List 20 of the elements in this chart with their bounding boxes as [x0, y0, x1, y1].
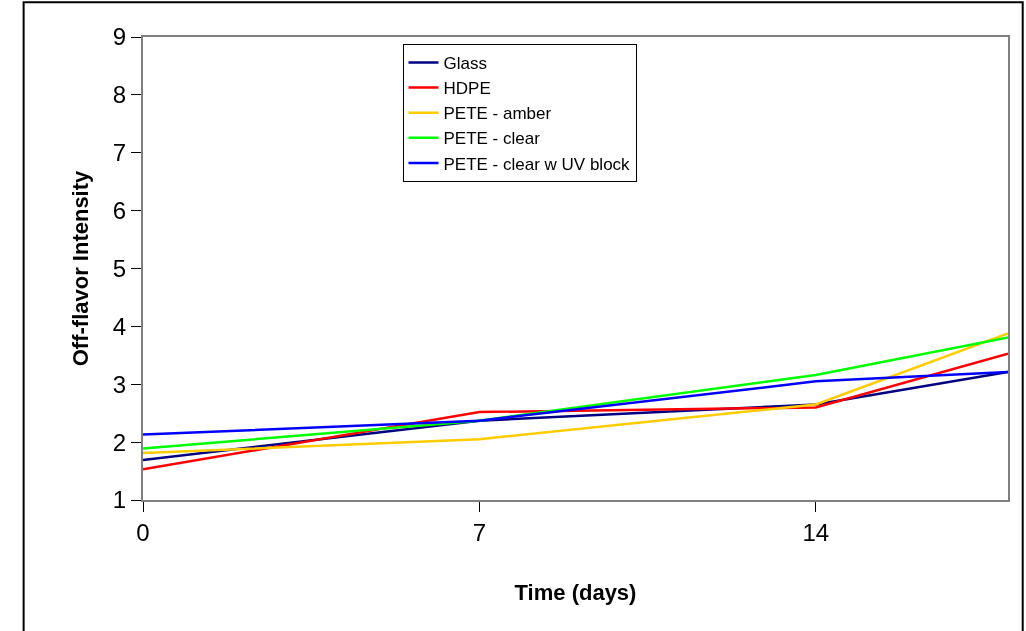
legend-label: Glass [443, 54, 487, 74]
legend-label: PETE - clear [443, 129, 541, 149]
x-tick-label: 14 [802, 518, 830, 546]
x-axis-title: Time (days) [514, 580, 637, 606]
y-tick-label: 8 [112, 81, 127, 109]
y-tick-label: 5 [112, 254, 127, 282]
y-tick-label: 3 [112, 370, 127, 398]
y-tick-label: 2 [112, 428, 127, 456]
x-tick-label: 7 [472, 518, 487, 546]
x-tick-label: 0 [136, 518, 150, 546]
y-tick-label: 6 [112, 197, 127, 225]
y-tick-label: 9 [112, 23, 127, 51]
line-series [143, 370, 1008, 436]
legend-label: HDPE [443, 79, 491, 99]
legend-label: PETE - clear w UV block [443, 154, 631, 174]
y-tick-label: 4 [112, 312, 127, 340]
y-tick-label: 1 [112, 486, 127, 514]
y-axis-title: Off-flavor Intensity [68, 169, 94, 367]
y-tick-label: 7 [112, 139, 127, 167]
legend-label: PETE - amber [443, 104, 552, 124]
